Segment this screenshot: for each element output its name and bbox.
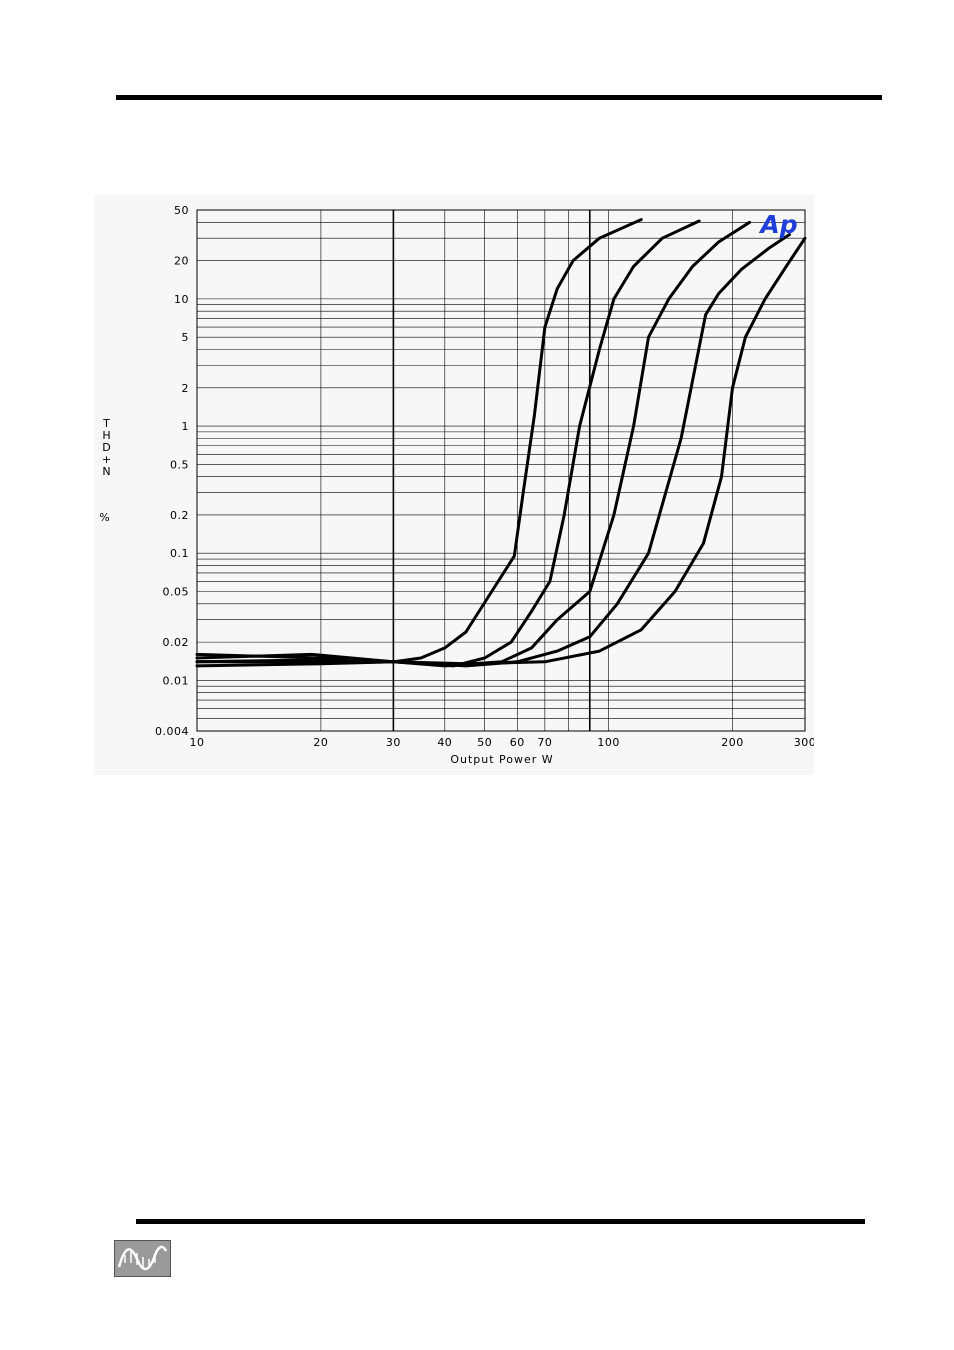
x-axis-label: Output Power W bbox=[450, 753, 553, 766]
x-tick-label: 50 bbox=[477, 736, 492, 749]
y-tick-label: 0.004 bbox=[155, 725, 189, 738]
x-tick-label: 20 bbox=[313, 736, 328, 749]
y-tick-label: 20 bbox=[174, 255, 189, 268]
y-axis-label-letter: N bbox=[102, 465, 111, 478]
x-tick-label: 300 bbox=[794, 736, 814, 749]
chart-panel: 0.004 0.01 0.02 0.05 0.1 0.2 0.5 1 2 5 10 20 50 10 20… bbox=[94, 195, 814, 775]
thd-curve-1 bbox=[195, 218, 643, 664]
y-tick-label: 1 bbox=[182, 420, 190, 433]
y-tick-label: 0.05 bbox=[163, 586, 190, 599]
y-axis-label-letter: D bbox=[102, 441, 111, 454]
y-tick-label: 0.1 bbox=[170, 547, 189, 560]
header-rule bbox=[116, 95, 882, 100]
y-tick-labels: 0.004 0.01 0.02 0.05 0.1 0.2 0.5 1 2 5 10 20 50 bbox=[155, 204, 189, 738]
y-tick-label: 10 bbox=[174, 293, 189, 306]
thd-vs-power-chart: 0.004 0.01 0.02 0.05 0.1 0.2 0.5 1 2 5 10 20 50 10 20… bbox=[99, 204, 815, 766]
y-tick-label: 50 bbox=[174, 204, 189, 217]
curves bbox=[195, 218, 807, 668]
thd-curve-5 bbox=[195, 236, 807, 668]
x-tick-labels: 10 20 30 40 50 60 70 100 200 300 bbox=[190, 736, 815, 749]
x-tick-label: 70 bbox=[537, 736, 552, 749]
y-axis-label: THD+N% bbox=[99, 417, 112, 524]
y-axis-label-letter: T bbox=[102, 417, 111, 430]
grid-major bbox=[392, 210, 591, 731]
y-axis-label-letter: H bbox=[102, 429, 111, 442]
ap-brand-text: Ap bbox=[758, 210, 797, 239]
y-tick-label: 0.02 bbox=[163, 636, 190, 649]
ap-brand-logo: Ap bbox=[758, 210, 797, 239]
grid-minor bbox=[196, 209, 806, 732]
x-tick-label: 10 bbox=[190, 736, 205, 749]
y-tick-label: 5 bbox=[182, 331, 190, 344]
y-tick-label: 2 bbox=[182, 382, 190, 395]
thd-curve-4 bbox=[195, 233, 791, 668]
x-tick-label: 60 bbox=[510, 736, 525, 749]
y-tick-label: 0.01 bbox=[163, 674, 190, 687]
x-tick-label: 100 bbox=[597, 736, 620, 749]
y-axis-unit: % bbox=[99, 511, 110, 524]
x-tick-label: 40 bbox=[437, 736, 452, 749]
footer-rule bbox=[136, 1219, 865, 1224]
x-tick-label: 200 bbox=[721, 736, 744, 749]
thd-curve-2 bbox=[195, 219, 701, 668]
y-axis-label-letter: + bbox=[102, 453, 112, 466]
sine-wave-logo-icon bbox=[114, 1240, 171, 1277]
y-tick-label: 0.5 bbox=[170, 458, 189, 471]
plot-frame bbox=[196, 209, 806, 732]
x-tick-label: 30 bbox=[386, 736, 401, 749]
y-tick-label: 0.2 bbox=[170, 509, 189, 522]
